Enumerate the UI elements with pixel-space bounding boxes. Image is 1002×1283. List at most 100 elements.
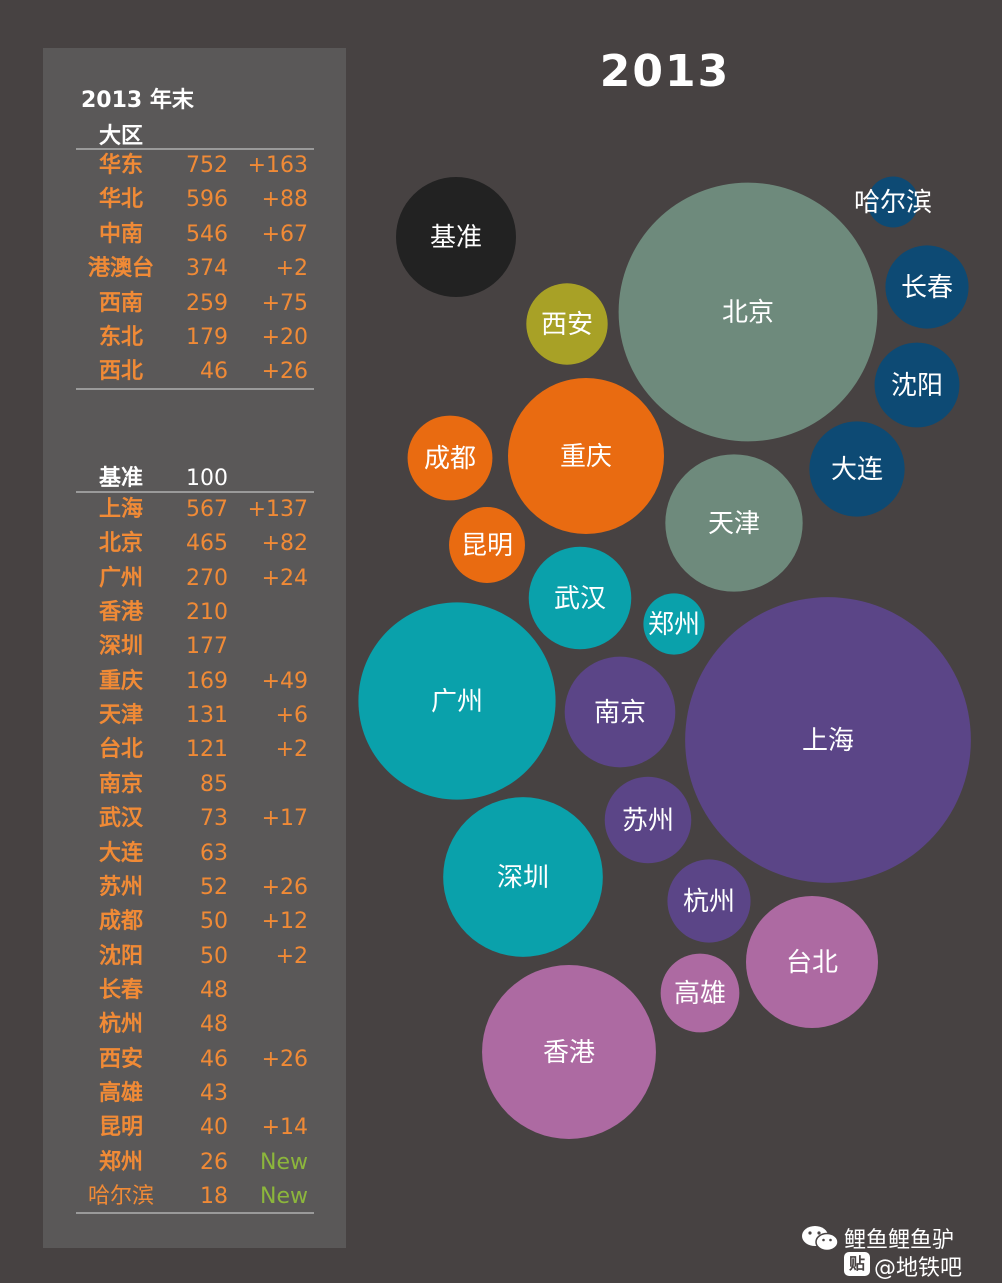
- source-name: @地铁吧: [874, 1256, 963, 1281]
- city-row: 长春 48: [76, 974, 314, 1008]
- row-name: 苏州: [98, 874, 143, 900]
- bubble-city-2: 广州: [358, 602, 556, 800]
- row-name: 台北: [98, 737, 143, 763]
- row-name: 大连: [98, 840, 143, 866]
- baseline-row: 基准 100: [76, 462, 314, 496]
- row-change: +6: [275, 703, 308, 729]
- row-value: 177: [186, 634, 228, 660]
- bubble-city-4: 深圳: [443, 797, 603, 957]
- bubble-label: 北京: [722, 298, 774, 328]
- row-change: New: [260, 1149, 308, 1175]
- row-change: +88: [261, 187, 308, 213]
- bubble-label: 高雄: [674, 979, 726, 1009]
- row-change: +137: [247, 497, 308, 522]
- city-row: 重庆 169 +49: [76, 665, 314, 699]
- row-value: 26: [200, 1149, 228, 1175]
- row-value: 752: [186, 153, 228, 178]
- bubble-city-13: 沈阳: [874, 342, 960, 428]
- bubble-label: 武汉: [554, 584, 606, 614]
- row-change: +26: [261, 874, 308, 900]
- city-row: 深圳 177: [76, 630, 314, 664]
- baseline-value: 100: [186, 466, 228, 491]
- row-change: +26: [261, 359, 308, 385]
- region-row: 华东 752 +163: [76, 149, 314, 183]
- row-value: 131: [186, 703, 228, 729]
- bubble-circle: [885, 245, 969, 329]
- row-change: +26: [261, 1046, 308, 1072]
- bubble-city-7: 台北: [746, 896, 878, 1028]
- bubble-city-16: 西安: [526, 283, 608, 365]
- bubble-baseline: 基准: [396, 177, 516, 297]
- row-value: 40: [200, 1115, 228, 1141]
- bubble-circle: [526, 283, 608, 365]
- bubble-label: 西安: [541, 310, 593, 340]
- city-row: 上海 567 +137: [76, 493, 314, 527]
- row-name: 西南: [98, 290, 143, 316]
- row-name: 广州: [98, 565, 143, 591]
- bubble-label: 天津: [708, 509, 760, 539]
- city-row: 北京 465 +82: [76, 527, 314, 561]
- bubble-circle: [867, 176, 919, 228]
- bubble-label: 基准: [430, 223, 482, 253]
- bubble-city-14: 长春: [885, 245, 969, 329]
- row-value: 179: [186, 325, 228, 350]
- row-name: 郑州: [98, 1149, 143, 1175]
- watermark: 鲤鱼鲤鱼驴 贴 @地铁吧: [800, 1218, 995, 1281]
- row-name: 华东: [98, 153, 143, 178]
- row-value: 270: [186, 565, 228, 591]
- row-name: 昆明: [98, 1115, 143, 1141]
- bubble-city-9: 武汉: [528, 546, 632, 650]
- bubble-circle: [482, 965, 656, 1139]
- bubble-city-17: 高雄: [660, 953, 740, 1033]
- bubble-circle: [358, 602, 556, 800]
- bubble-circle: [660, 953, 740, 1033]
- city-row: 南京 85: [76, 768, 314, 802]
- row-name: 港澳台: [87, 256, 154, 282]
- bubble-circle: [604, 776, 692, 864]
- bubble-city-10: 大连: [809, 421, 905, 517]
- author-name: 鲤鱼鲤鱼驴: [844, 1228, 955, 1253]
- bubble-city-19: 郑州: [643, 593, 705, 655]
- region-row: 东北 179 +20: [76, 321, 314, 355]
- bubble-city-3: 香港: [482, 965, 656, 1139]
- row-value: 596: [186, 187, 228, 213]
- bubble-label: 沈阳: [891, 371, 943, 401]
- bubble-city-5: 重庆: [508, 378, 664, 534]
- row-change: +24: [261, 565, 308, 591]
- row-name: 成都: [98, 909, 143, 935]
- bubble-circle: [665, 454, 803, 592]
- bubble-label: 南京: [594, 698, 646, 728]
- bubble-label: 深圳: [497, 863, 549, 893]
- row-name: 重庆: [98, 668, 143, 694]
- bubble-label: 杭州: [683, 887, 735, 917]
- row-change: +163: [247, 153, 308, 178]
- city-row: 郑州 26 New: [76, 1146, 314, 1180]
- bubble-circle: [407, 415, 493, 501]
- row-name: 北京: [98, 531, 143, 557]
- row-name: 长春: [98, 977, 143, 1003]
- bubble-label: 台北: [786, 948, 838, 978]
- regions-title: 大区: [99, 124, 144, 149]
- row-name: 南京: [98, 771, 143, 797]
- row-value: 169: [186, 668, 228, 694]
- region-row: 中南 546 +67: [76, 218, 314, 252]
- baseline-label: 基准: [98, 466, 143, 491]
- data-panel: 2013 年末 大区 华东 752 +163 华北 596 +88 中南 546 +67 港澳台 3…: [43, 48, 346, 1248]
- row-value: 46: [200, 1046, 228, 1072]
- panel-title: 2013 年末: [81, 88, 194, 113]
- row-value: 85: [200, 771, 228, 797]
- row-value: 18: [200, 1184, 228, 1209]
- bubble-circle: [396, 177, 516, 297]
- city-row: 天津 131 +6: [76, 699, 314, 733]
- row-change: +12: [261, 909, 308, 935]
- row-name: 香港: [98, 600, 143, 626]
- row-change: +49: [261, 668, 308, 694]
- row-name: 天津: [98, 703, 143, 729]
- divider: [76, 148, 314, 150]
- row-value: 48: [200, 1012, 228, 1038]
- bubble-circle: [685, 597, 971, 883]
- bubble-circle: [643, 593, 705, 655]
- city-row: 昆明 40 +14: [76, 1111, 314, 1145]
- row-name: 西北: [98, 359, 143, 385]
